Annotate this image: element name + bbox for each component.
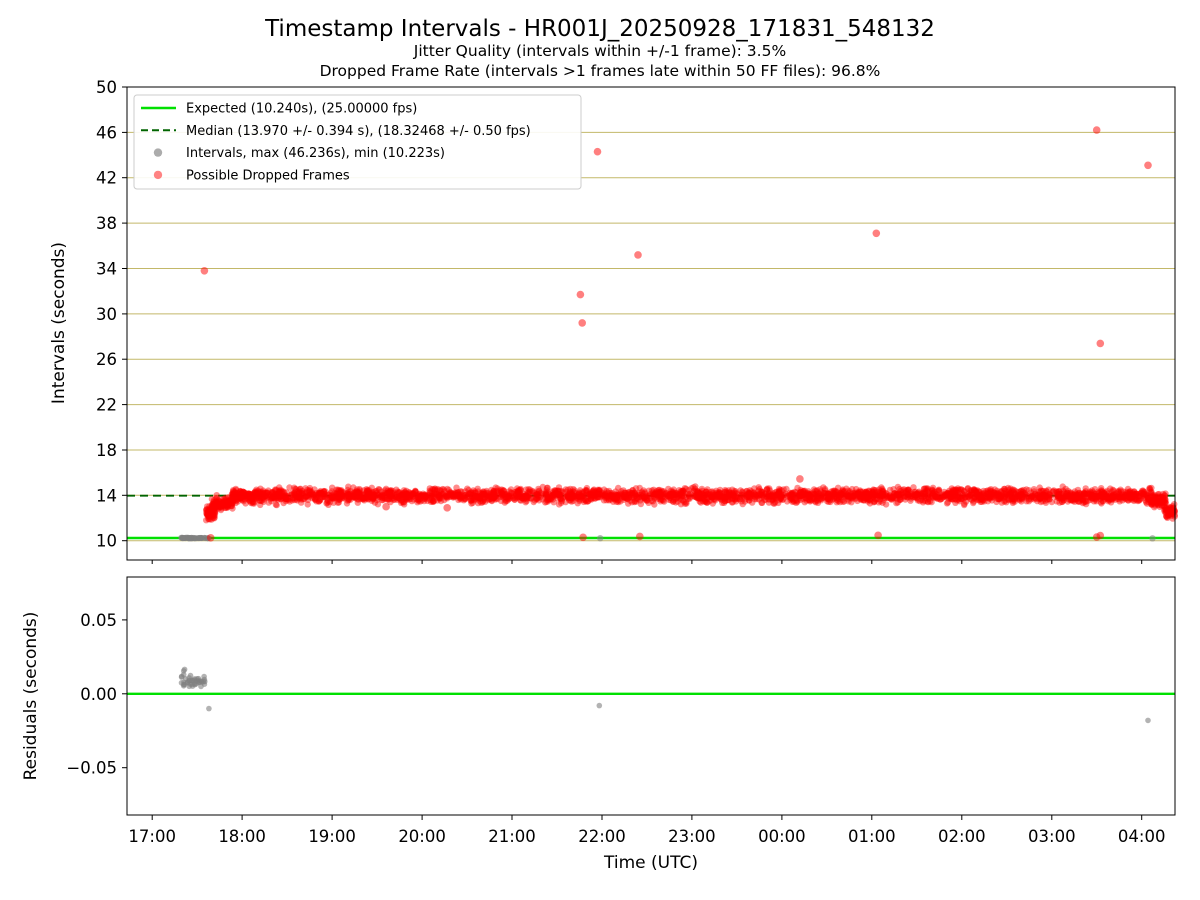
dropped-frame-point bbox=[634, 251, 642, 259]
dropped-frame-point bbox=[576, 290, 585, 299]
x-tick-label: 19:00 bbox=[308, 827, 356, 846]
dropped-frame-point bbox=[200, 267, 209, 275]
x-tick-label: 21:00 bbox=[488, 827, 536, 846]
top-plot-frame bbox=[126, 86, 1176, 561]
legend-label-expected: Expected (10.240s), (25.00000 fps) bbox=[186, 102, 417, 117]
top-y-tick-label: 14 bbox=[96, 486, 117, 505]
residual-point bbox=[596, 702, 603, 709]
dropped-frame-point bbox=[1144, 161, 1152, 170]
x-tick-label: 17:00 bbox=[128, 827, 176, 846]
chart-subtitle-dropped-frame-rate: Dropped Frame Rate (intervals >1 frames … bbox=[320, 62, 881, 80]
dropped-frame-point bbox=[593, 147, 602, 156]
dropped-frame-point bbox=[874, 531, 882, 540]
gray-interval-point bbox=[1149, 535, 1156, 542]
dropped-frame-point bbox=[382, 502, 390, 511]
top-y-tick-label: 30 bbox=[96, 305, 117, 324]
legend-label-median: Median (13.970 +/- 0.394 s), (18.32468 +… bbox=[186, 124, 531, 139]
legend-box bbox=[133, 94, 582, 190]
bottom-y-axis-label: Residuals (seconds) bbox=[21, 612, 41, 781]
x-axis-label: Time (UTC) bbox=[603, 853, 698, 873]
dropped-frame-point bbox=[796, 475, 804, 483]
top-y-axis-label: Intervals (seconds) bbox=[49, 242, 69, 404]
dropped-frame-point bbox=[443, 504, 452, 512]
x-tick-label: 01:00 bbox=[848, 827, 896, 846]
top-y-tick-label: 38 bbox=[96, 214, 117, 233]
legend: Expected (10.240s), (25.00000 fps) Median… bbox=[133, 94, 582, 190]
legend-swatch-dropped-dot bbox=[153, 170, 163, 180]
residual-point bbox=[180, 671, 187, 678]
top-y-tick-label: 46 bbox=[96, 123, 117, 142]
bottom-y-tick-label: 0.05 bbox=[80, 611, 117, 630]
x-tick-label: 22:00 bbox=[578, 827, 626, 846]
x-tick-label: 18:00 bbox=[218, 827, 266, 846]
axis-ticks: 10 14 18 22 26 30 34 38 42 46 50 −0.05 0.00 0.05 17:00… bbox=[66, 78, 1165, 846]
x-tick-label: 20:00 bbox=[398, 827, 446, 846]
chart-title: Timestamp Intervals - HR001J_20250928_17… bbox=[264, 16, 935, 42]
top-y-tick-label: 42 bbox=[96, 169, 117, 188]
top-y-tick-label: 18 bbox=[96, 441, 117, 460]
residual-point bbox=[1145, 717, 1151, 724]
dropped-frame-point bbox=[579, 533, 587, 542]
x-tick-label: 23:00 bbox=[668, 827, 716, 846]
residual-point bbox=[181, 666, 188, 673]
dropped-frame-point bbox=[1092, 126, 1101, 134]
red-interval-band bbox=[203, 483, 1179, 524]
dropped-frame-point bbox=[1096, 531, 1105, 540]
x-tick-label: 02:00 bbox=[938, 827, 986, 846]
gray-interval-point bbox=[597, 535, 604, 542]
bottom-y-tick-label: 0.00 bbox=[80, 685, 117, 704]
x-tick-label: 04:00 bbox=[1118, 827, 1166, 846]
top-y-tick-label: 50 bbox=[96, 78, 117, 97]
chart-graphics-layer: 10 14 18 22 26 30 34 38 42 46 50 −0.05 0.00 0.05 17:00… bbox=[66, 78, 1179, 846]
bottom-plot-frame bbox=[126, 576, 1176, 816]
dropped-frame-point bbox=[872, 229, 881, 238]
chart-subtitle-jitter-quality: Jitter Quality (intervals within +/-1 fr… bbox=[413, 42, 786, 60]
legend-label-intervals: Intervals, max (46.236s), min (10.223s) bbox=[186, 146, 445, 161]
dropped-frame-point bbox=[636, 532, 644, 541]
residual-point bbox=[206, 705, 212, 712]
dropped-frame-outlier-points bbox=[200, 126, 1152, 542]
top-y-tick-label: 22 bbox=[96, 396, 117, 415]
residual-points bbox=[178, 666, 1151, 724]
dropped-frame-point bbox=[206, 534, 215, 542]
dropped-frame-point bbox=[578, 319, 586, 327]
top-y-tick-label: 34 bbox=[96, 260, 117, 279]
top-y-tick-label: 26 bbox=[96, 350, 117, 369]
x-tick-label: 00:00 bbox=[758, 827, 806, 846]
top-y-tick-label: 10 bbox=[96, 532, 117, 551]
legend-swatch-intervals-dot bbox=[153, 148, 163, 157]
dropped-frame-point bbox=[1096, 339, 1105, 348]
bottom-y-tick-label: −0.05 bbox=[66, 759, 117, 778]
x-tick-label: 03:00 bbox=[1028, 827, 1076, 846]
legend-label-dropped: Possible Dropped Frames bbox=[186, 168, 350, 183]
